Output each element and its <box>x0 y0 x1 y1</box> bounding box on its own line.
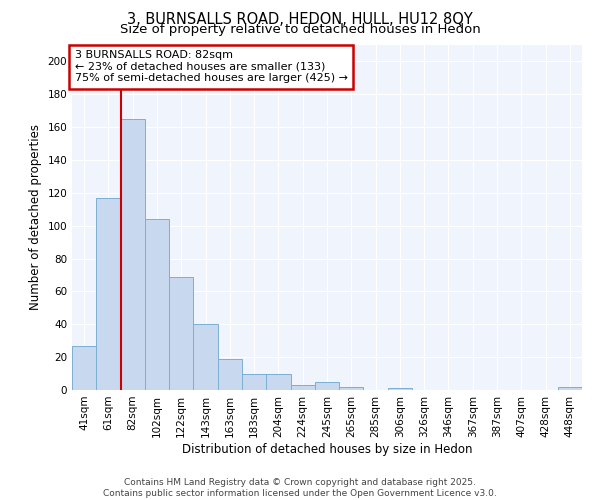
Bar <box>121 119 145 390</box>
Bar <box>169 276 193 390</box>
Bar <box>193 324 218 390</box>
Bar <box>266 374 290 390</box>
Bar <box>339 386 364 390</box>
Bar <box>72 346 96 390</box>
Bar <box>315 382 339 390</box>
Text: Size of property relative to detached houses in Hedon: Size of property relative to detached ho… <box>119 22 481 36</box>
Bar <box>290 385 315 390</box>
Y-axis label: Number of detached properties: Number of detached properties <box>29 124 42 310</box>
Text: 3 BURNSALLS ROAD: 82sqm
← 23% of detached houses are smaller (133)
75% of semi-d: 3 BURNSALLS ROAD: 82sqm ← 23% of detache… <box>74 50 347 84</box>
Bar <box>558 386 582 390</box>
X-axis label: Distribution of detached houses by size in Hedon: Distribution of detached houses by size … <box>182 442 472 456</box>
Bar <box>145 219 169 390</box>
Bar <box>242 374 266 390</box>
Text: 3, BURNSALLS ROAD, HEDON, HULL, HU12 8QY: 3, BURNSALLS ROAD, HEDON, HULL, HU12 8QY <box>127 12 473 28</box>
Text: Contains HM Land Registry data © Crown copyright and database right 2025.
Contai: Contains HM Land Registry data © Crown c… <box>103 478 497 498</box>
Bar <box>388 388 412 390</box>
Bar <box>218 359 242 390</box>
Bar <box>96 198 121 390</box>
